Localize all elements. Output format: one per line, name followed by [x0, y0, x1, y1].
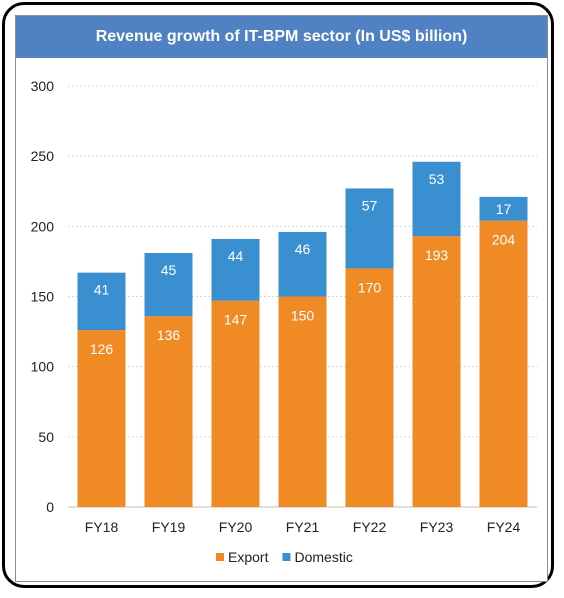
x-tick-label: FY24	[487, 519, 521, 535]
y-tick-label: 0	[46, 499, 54, 515]
legend-swatch	[216, 553, 224, 561]
legend-swatch	[282, 553, 291, 561]
bar-export-fy23	[412, 236, 461, 507]
x-tick-label: FY19	[152, 519, 186, 535]
x-tick-label: FY21	[286, 519, 320, 535]
data-label: 136	[157, 327, 181, 343]
chart-frame: Revenue growth of IT-BPM sector (In US$ …	[2, 2, 554, 588]
bar-export-fy22	[345, 268, 394, 507]
bar-domestic-fy22	[345, 188, 394, 269]
y-tick-label: 250	[31, 148, 55, 164]
data-label: 147	[224, 312, 248, 328]
chart-plot: 0 50 100 150 200 250 300 126 41 FY18 136 45 FY19 147 4…	[31, 78, 537, 565]
data-label: 204	[492, 232, 516, 248]
data-label: 57	[362, 197, 378, 213]
data-label: 46	[295, 241, 311, 257]
y-tick-label: 50	[38, 429, 54, 445]
bar-export-fy24	[479, 220, 528, 507]
data-label: 150	[291, 308, 315, 324]
bar-domestic-fy19	[144, 252, 193, 317]
data-label: 193	[425, 247, 449, 263]
chart-panel: Revenue growth of IT-BPM sector (In US$ …	[15, 15, 548, 582]
data-label: 170	[358, 279, 382, 295]
x-tick-label: FY20	[219, 519, 253, 535]
data-label: 53	[429, 171, 445, 187]
bar-export-fy19	[144, 316, 193, 507]
bar-export-fy21	[278, 296, 327, 507]
data-label: 41	[94, 282, 110, 298]
data-label: 126	[90, 341, 114, 357]
y-tick-label: 200	[31, 218, 55, 234]
x-tick-label: FY23	[420, 519, 454, 535]
data-label: 45	[161, 262, 177, 278]
x-tick-label: FY18	[85, 519, 119, 535]
bar-domestic-fy18	[77, 272, 126, 331]
x-tick-label: FY22	[353, 519, 387, 535]
legend-label: Domestic	[294, 549, 352, 565]
chart-title: Revenue growth of IT-BPM sector (In US$ …	[16, 16, 547, 58]
data-label: 44	[228, 248, 244, 264]
legend-label: Export	[228, 549, 269, 565]
y-tick-label: 300	[31, 78, 55, 94]
bar-domestic-fy21	[278, 231, 327, 297]
data-label: 17	[496, 201, 512, 217]
y-tick-label: 150	[31, 289, 55, 305]
bar-domestic-fy23	[412, 161, 461, 237]
bar-domestic-fy24	[479, 196, 528, 221]
bar-export-fy20	[211, 300, 260, 507]
y-tick-label: 100	[31, 359, 55, 375]
bar-export-fy18	[77, 330, 126, 507]
bar-domestic-fy20	[211, 238, 260, 301]
